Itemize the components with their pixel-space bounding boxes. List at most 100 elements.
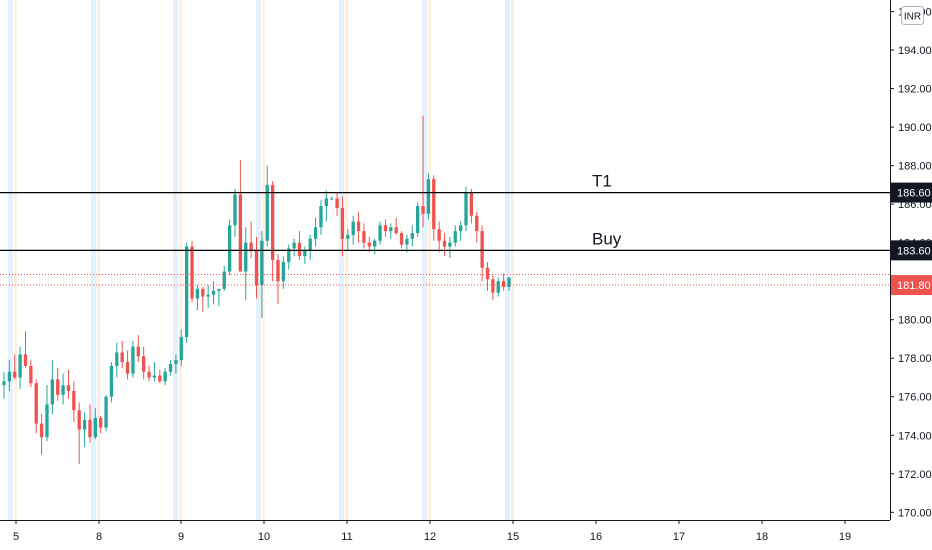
candle-body: [464, 192, 468, 226]
candle: [179, 329, 183, 366]
candle-body: [416, 206, 420, 234]
y-tick-label: 188.00: [898, 161, 932, 173]
time-axis[interactable]: 5 8 9 10 11 12 15 16 17 18 19: [13, 520, 851, 543]
candle: [297, 231, 302, 260]
candle: [367, 236, 371, 253]
candle-body: [373, 240, 377, 247]
candle-body: [383, 225, 388, 232]
y-tick-label: 172.00: [898, 469, 932, 481]
candle-body: [61, 385, 65, 395]
session-band-open: [339, 0, 344, 520]
candle-body: [249, 242, 253, 251]
candle-body: [265, 184, 269, 241]
candle: [485, 261, 490, 291]
candle-body: [99, 417, 103, 428]
candle-body: [168, 364, 173, 372]
candle: [340, 196, 345, 257]
horizontal-line-badge: [891, 182, 932, 203]
candle: [93, 408, 97, 440]
session-band-open: [422, 0, 427, 520]
x-tick-label: 19: [839, 531, 851, 543]
candle: [399, 231, 404, 249]
last-price-badge: [891, 275, 932, 296]
horizontal-line-badge-text: 186.60: [897, 188, 931, 200]
candle-body: [475, 215, 479, 232]
candle: [437, 221, 441, 253]
x-tick-label: 17: [673, 531, 685, 543]
candle: [120, 340, 124, 368]
candle-body: [238, 194, 243, 272]
candle: [270, 181, 275, 282]
candle-body: [115, 352, 119, 366]
candle: [2, 371, 6, 399]
y-tick-label: 180.00: [898, 315, 932, 327]
candle-body: [18, 354, 22, 378]
candle-body: [469, 192, 474, 216]
candle-body: [356, 221, 361, 232]
candle-body: [152, 375, 157, 378]
candle: [163, 367, 167, 386]
candle-body: [13, 371, 17, 378]
candle-body: [120, 352, 124, 363]
candle-body: [303, 250, 307, 257]
y-tick-label: 174.00: [898, 430, 932, 442]
candle: [426, 173, 431, 220]
price-axis[interactable]: 170.00172.00174.00176.00178.00180.00182.…: [890, 7, 932, 520]
candle-body: [23, 354, 28, 366]
candle: [362, 223, 366, 249]
candle-body: [217, 288, 221, 291]
candle-body: [93, 417, 97, 438]
candle-body: [308, 238, 312, 251]
candle-body: [56, 379, 60, 395]
candle-body: [158, 375, 162, 382]
y-tick-label: 176.00: [898, 392, 932, 404]
candle-body: [45, 404, 49, 438]
candle-body: [362, 231, 366, 243]
candle-body: [77, 410, 81, 430]
candle: [265, 165, 269, 247]
candle: [125, 350, 130, 380]
candle-body: [405, 238, 409, 245]
candle-body: [281, 261, 286, 282]
candle: [147, 365, 151, 382]
candle-body: [394, 227, 398, 234]
candle: [206, 285, 210, 309]
candle: [432, 175, 436, 241]
y-tick-label: 192.00: [898, 84, 932, 96]
candle: [308, 234, 312, 260]
candle: [330, 196, 334, 201]
candle-body: [260, 240, 264, 286]
candle-body: [244, 242, 248, 272]
session-band-open: [91, 0, 96, 520]
candle-body: [378, 225, 382, 241]
candle-body: [367, 242, 371, 247]
session-band-open: [8, 0, 13, 520]
candle-body: [184, 246, 189, 338]
candle-body: [437, 229, 441, 241]
currency-badge[interactable]: INR: [901, 6, 924, 25]
session-band-open: [505, 0, 510, 520]
candle: [77, 402, 81, 465]
candle: [72, 381, 76, 422]
y-tick-label: 194.00: [898, 45, 932, 57]
horizontal-lines[interactable]: T1 Buy: [0, 172, 890, 251]
candle-body: [448, 242, 452, 247]
candlestick-series: [2, 115, 511, 465]
candle-body: [276, 260, 280, 282]
session-band-close: [14, 0, 17, 520]
candle: [29, 360, 33, 388]
candle-body: [346, 234, 350, 239]
candle: [201, 286, 205, 312]
candle-body: [297, 242, 302, 257]
candle: [56, 367, 60, 401]
candle-body: [227, 225, 232, 272]
candle: [88, 404, 92, 443]
candle: [287, 244, 291, 270]
candle-body: [319, 206, 323, 228]
candle: [238, 159, 243, 272]
candle-body: [432, 179, 436, 230]
candle: [496, 277, 500, 297]
candle-body: [104, 396, 108, 428]
candle: [416, 202, 420, 237]
